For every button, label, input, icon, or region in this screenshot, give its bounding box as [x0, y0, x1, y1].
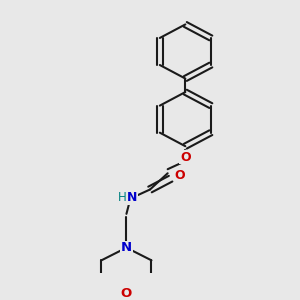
Text: O: O [121, 287, 132, 300]
Text: O: O [174, 169, 185, 182]
Text: N: N [127, 191, 137, 204]
Text: N: N [121, 241, 132, 254]
Text: O: O [180, 151, 190, 164]
Text: H: H [118, 191, 126, 204]
